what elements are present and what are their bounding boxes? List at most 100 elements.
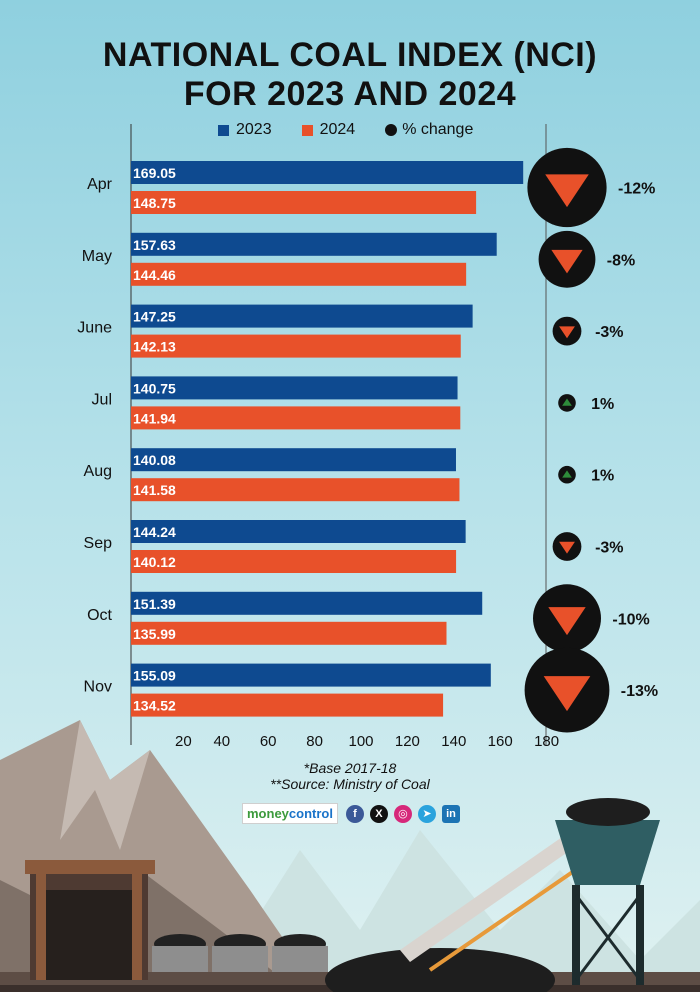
mine-post-right bbox=[132, 874, 142, 980]
bar-2024-sep bbox=[131, 550, 457, 573]
title-line-2: FOR 2023 AND 2024 bbox=[183, 75, 517, 113]
brand-row: moneycontrol f X ◎ ➤ in bbox=[242, 803, 466, 824]
pct-change-label-june: -3% bbox=[595, 324, 623, 341]
down-arrow-icon-sep bbox=[559, 541, 575, 554]
pct-change-label-may: -8% bbox=[607, 252, 635, 269]
value-label-2023-oct: 151.39 bbox=[133, 596, 176, 612]
mountain-highlight bbox=[60, 720, 150, 850]
legend-label-change: % change bbox=[402, 121, 474, 138]
footnote-source: **Source: Ministry of Coal bbox=[270, 776, 430, 792]
category-label-sep: Sep bbox=[84, 535, 113, 552]
x-tick-label-40: 40 bbox=[213, 733, 230, 750]
bar-2024-apr bbox=[131, 191, 477, 214]
bar-chart: Apr 169.05 148.75 -12% May 157.63 144.46 -8% Jun… bbox=[77, 124, 658, 750]
bar-2023-jul bbox=[131, 376, 458, 400]
bar-2023-apr bbox=[131, 161, 524, 184]
pct-change-label-aug: 1% bbox=[591, 468, 614, 485]
legend-item-2023: 2023 bbox=[218, 121, 272, 139]
value-label-2024-nov: 134.52 bbox=[133, 698, 176, 714]
chart-title: NATIONAL COAL INDEX (NCI) FOR 2023 AND 2… bbox=[0, 36, 700, 114]
mine-cart-3 bbox=[272, 946, 328, 972]
value-label-2023-apr: 169.05 bbox=[133, 165, 176, 181]
bar-2023-sep bbox=[131, 520, 466, 543]
category-label-aug: Aug bbox=[84, 463, 112, 480]
brand-control: control bbox=[288, 806, 333, 821]
value-label-2024-jul: 141.94 bbox=[133, 410, 176, 426]
x-tick-label-60: 60 bbox=[260, 733, 277, 750]
x-tick-label-20: 20 bbox=[175, 733, 192, 750]
legend-label-2024: 2024 bbox=[319, 121, 356, 138]
up-arrow-icon-jul bbox=[562, 398, 572, 406]
hopper-coal bbox=[566, 798, 650, 826]
bar-2024-jul bbox=[131, 406, 461, 430]
legend-dot-change bbox=[385, 124, 398, 136]
bar-2023-may bbox=[131, 232, 497, 256]
footnote: *Base 2017-18 **Source: Ministry of Coal bbox=[0, 760, 700, 792]
brand-money: money bbox=[247, 806, 289, 821]
mine-tunnel bbox=[45, 890, 133, 980]
value-label-2023-nov: 155.09 bbox=[133, 668, 176, 684]
value-label-2024-sep: 140.12 bbox=[133, 554, 176, 570]
category-label-oct: Oct bbox=[87, 607, 112, 624]
x-tick-label-80: 80 bbox=[306, 733, 323, 750]
value-label-2024-aug: 141.58 bbox=[133, 482, 176, 498]
legend-swatch-2023 bbox=[218, 124, 229, 136]
down-arrow-icon-oct bbox=[548, 607, 586, 636]
value-label-2023-sep: 144.24 bbox=[133, 524, 176, 540]
coal-heap bbox=[325, 948, 555, 992]
legend-item-change: % change bbox=[385, 121, 473, 139]
pct-change-label-apr: -12% bbox=[618, 181, 655, 198]
down-arrow-icon-nov bbox=[543, 676, 591, 712]
tower-leg-right bbox=[636, 885, 644, 985]
facebook-icon[interactable]: f bbox=[345, 804, 364, 823]
pct-change-label-oct: -10% bbox=[612, 611, 649, 628]
value-label-2023-aug: 140.08 bbox=[133, 452, 176, 468]
coal-hopper bbox=[555, 820, 660, 885]
tower-brace-2 bbox=[574, 894, 642, 981]
mining-illustration bbox=[0, 720, 700, 992]
value-label-2024-may: 144.46 bbox=[133, 267, 176, 283]
up-arrow-icon-aug bbox=[562, 470, 572, 478]
bar-2023-oct bbox=[131, 591, 483, 615]
x-icon[interactable]: X bbox=[369, 804, 388, 823]
down-arrow-icon-june bbox=[559, 326, 575, 339]
legend-label-2023: 2023 bbox=[236, 121, 272, 138]
legend-item-2024: 2024 bbox=[301, 121, 356, 139]
mine-post-left bbox=[36, 874, 46, 980]
x-tick-label-120: 120 bbox=[395, 733, 420, 750]
bar-2023-aug bbox=[131, 448, 456, 472]
mine-cart-2 bbox=[212, 946, 268, 972]
x-tick-label-140: 140 bbox=[441, 733, 466, 750]
value-label-2023-june: 147.25 bbox=[133, 309, 176, 325]
x-tick-label-100: 100 bbox=[348, 733, 373, 750]
mine-beam bbox=[25, 860, 155, 874]
bar-2023-june bbox=[131, 304, 473, 328]
category-label-nov: Nov bbox=[84, 679, 112, 696]
bar-2024-aug bbox=[131, 478, 460, 502]
mine-cart-1 bbox=[152, 946, 208, 972]
linkedin-icon[interactable]: in bbox=[441, 804, 460, 823]
footnote-base: *Base 2017-18 bbox=[303, 760, 397, 776]
category-label-june: June bbox=[77, 320, 112, 337]
legend: 2023 2024 % change bbox=[218, 121, 503, 139]
x-tick-label-160: 160 bbox=[488, 733, 513, 750]
pct-change-label-jul: 1% bbox=[591, 396, 614, 413]
mine-carts bbox=[152, 934, 328, 972]
category-label-jul: Jul bbox=[92, 391, 112, 408]
legend-swatch-2024 bbox=[301, 124, 313, 136]
title-line-1: NATIONAL COAL INDEX (NCI) bbox=[102, 36, 598, 74]
value-label-2023-jul: 140.75 bbox=[133, 380, 176, 396]
telegram-icon[interactable]: ➤ bbox=[417, 804, 436, 823]
value-label-2024-june: 142.13 bbox=[133, 339, 176, 355]
pct-change-label-nov: -13% bbox=[621, 683, 658, 700]
instagram-icon[interactable]: ◎ bbox=[393, 804, 412, 823]
category-label-apr: Apr bbox=[87, 176, 113, 193]
pct-change-label-sep: -3% bbox=[595, 540, 623, 557]
x-tick-label-180: 180 bbox=[534, 733, 559, 750]
bar-2024-june bbox=[131, 334, 461, 358]
value-label-2023-may: 157.63 bbox=[133, 237, 176, 253]
bar-2024-may bbox=[131, 262, 467, 286]
tower-leg-left bbox=[572, 885, 580, 985]
conveyor-support bbox=[428, 858, 592, 972]
moneycontrol-logo[interactable]: moneycontrol bbox=[242, 803, 338, 824]
